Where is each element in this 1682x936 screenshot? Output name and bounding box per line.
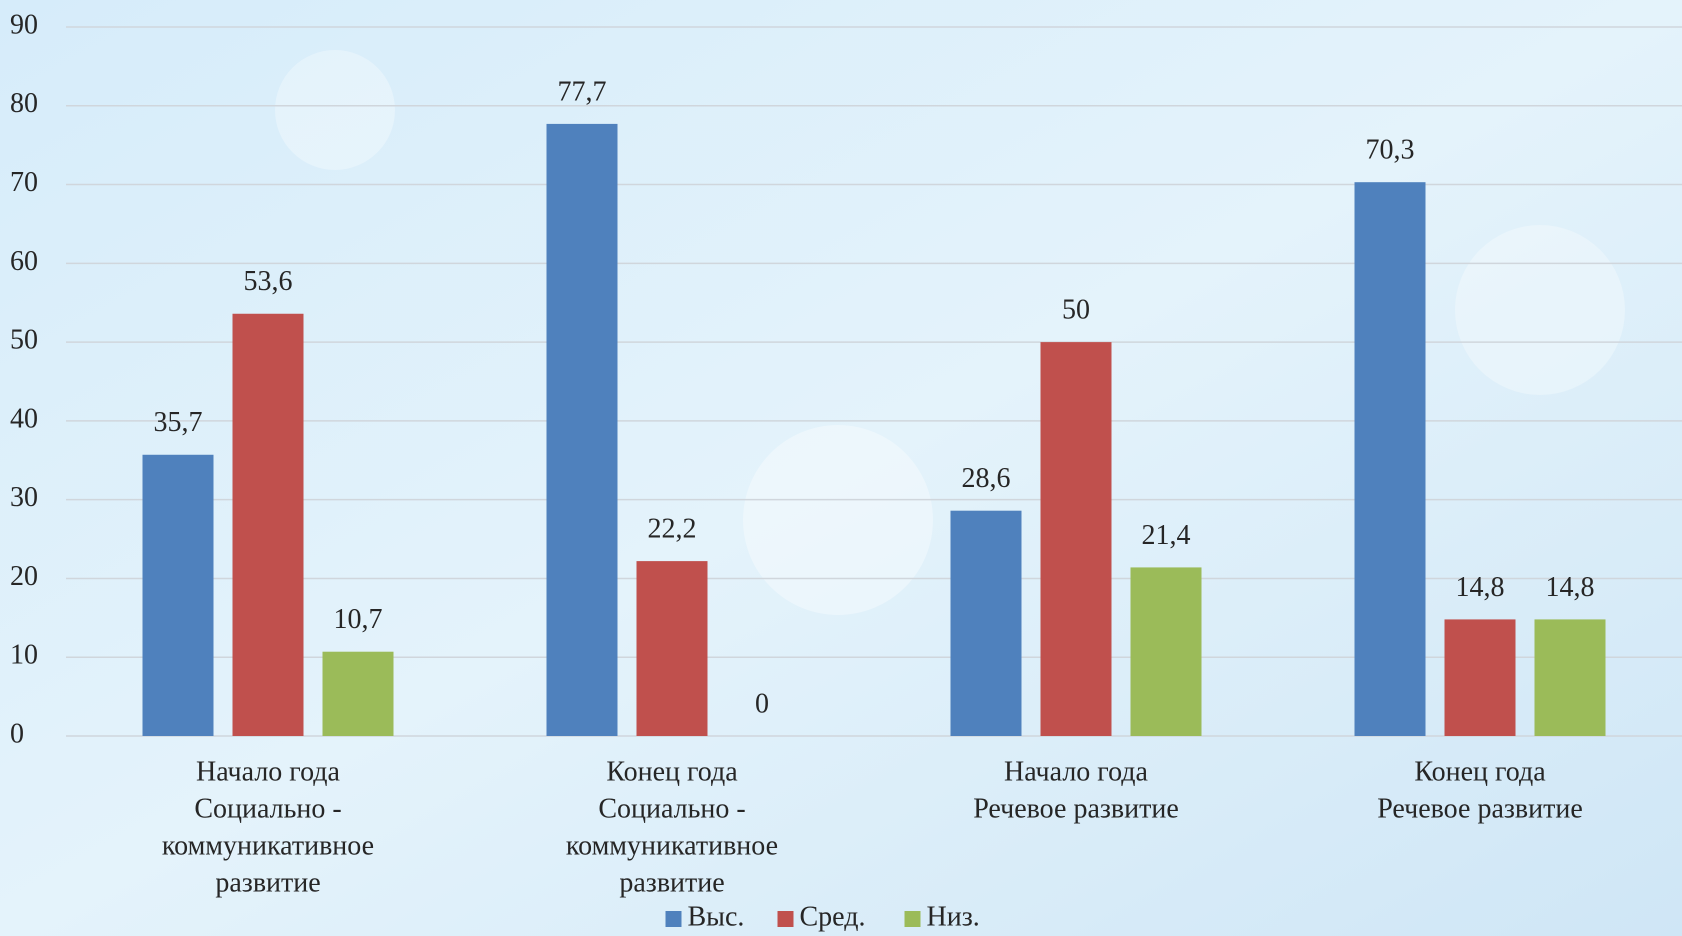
data-label: 14,8 bbox=[1456, 572, 1505, 603]
bar bbox=[546, 123, 618, 736]
bar bbox=[636, 561, 708, 736]
bar bbox=[1444, 619, 1516, 736]
x-tick-label: Начало года bbox=[196, 756, 340, 787]
x-tick-label: Социально - bbox=[194, 793, 341, 824]
legend-label: Сред. bbox=[800, 901, 866, 932]
x-tick-label: Начало года bbox=[1004, 756, 1148, 787]
legend-label: Низ. bbox=[927, 901, 980, 932]
y-tick-label: 30 bbox=[10, 482, 38, 513]
x-tick-label: Конец года bbox=[606, 756, 738, 787]
y-tick-label: 40 bbox=[10, 403, 38, 434]
decor-flower bbox=[1455, 225, 1625, 395]
y-tick-label: 70 bbox=[10, 167, 38, 198]
x-tick-label: Речевое развитие bbox=[1377, 793, 1583, 824]
bar bbox=[1534, 619, 1606, 736]
data-label: 22,2 bbox=[648, 514, 697, 545]
y-tick-label: 20 bbox=[10, 561, 38, 592]
decor-flower bbox=[275, 50, 395, 170]
data-label: 21,4 bbox=[1142, 520, 1191, 551]
x-tick-label: развитие bbox=[215, 867, 320, 898]
x-tick-label: Конец года bbox=[1414, 756, 1546, 787]
bar bbox=[950, 510, 1022, 736]
x-tick-label: развитие bbox=[619, 867, 724, 898]
x-tick-label: Речевое развитие bbox=[973, 793, 1179, 824]
x-tick-label: коммуникативное bbox=[566, 830, 778, 861]
bar bbox=[1354, 182, 1426, 737]
data-label: 28,6 bbox=[962, 463, 1011, 494]
y-tick-label: 90 bbox=[10, 9, 38, 40]
y-tick-label: 80 bbox=[10, 88, 38, 119]
data-label: 70,3 bbox=[1366, 135, 1415, 166]
data-label: 10,7 bbox=[334, 604, 383, 635]
data-label: 14,8 bbox=[1546, 572, 1595, 603]
data-label: 35,7 bbox=[154, 407, 203, 438]
data-label: 53,6 bbox=[244, 266, 293, 297]
y-tick-label: 50 bbox=[10, 325, 38, 356]
y-tick-label: 0 bbox=[10, 718, 24, 749]
decor-flower bbox=[743, 425, 933, 615]
bar bbox=[322, 651, 394, 736]
y-tick-label: 60 bbox=[10, 246, 38, 277]
x-tick-label: коммуникативное bbox=[162, 830, 374, 861]
bar bbox=[232, 313, 304, 736]
legend-swatch bbox=[665, 911, 682, 927]
bar bbox=[1040, 342, 1112, 736]
data-label: 0 bbox=[755, 688, 769, 719]
data-label: 50 bbox=[1062, 295, 1090, 326]
legend-swatch bbox=[777, 911, 794, 927]
y-tick-label: 10 bbox=[10, 640, 38, 671]
legend-swatch bbox=[904, 911, 921, 927]
bar bbox=[142, 454, 214, 736]
legend-label: Выс. bbox=[688, 901, 745, 932]
data-label: 77,7 bbox=[558, 76, 607, 107]
bar bbox=[1130, 567, 1202, 736]
x-tick-label: Социально - bbox=[598, 793, 745, 824]
